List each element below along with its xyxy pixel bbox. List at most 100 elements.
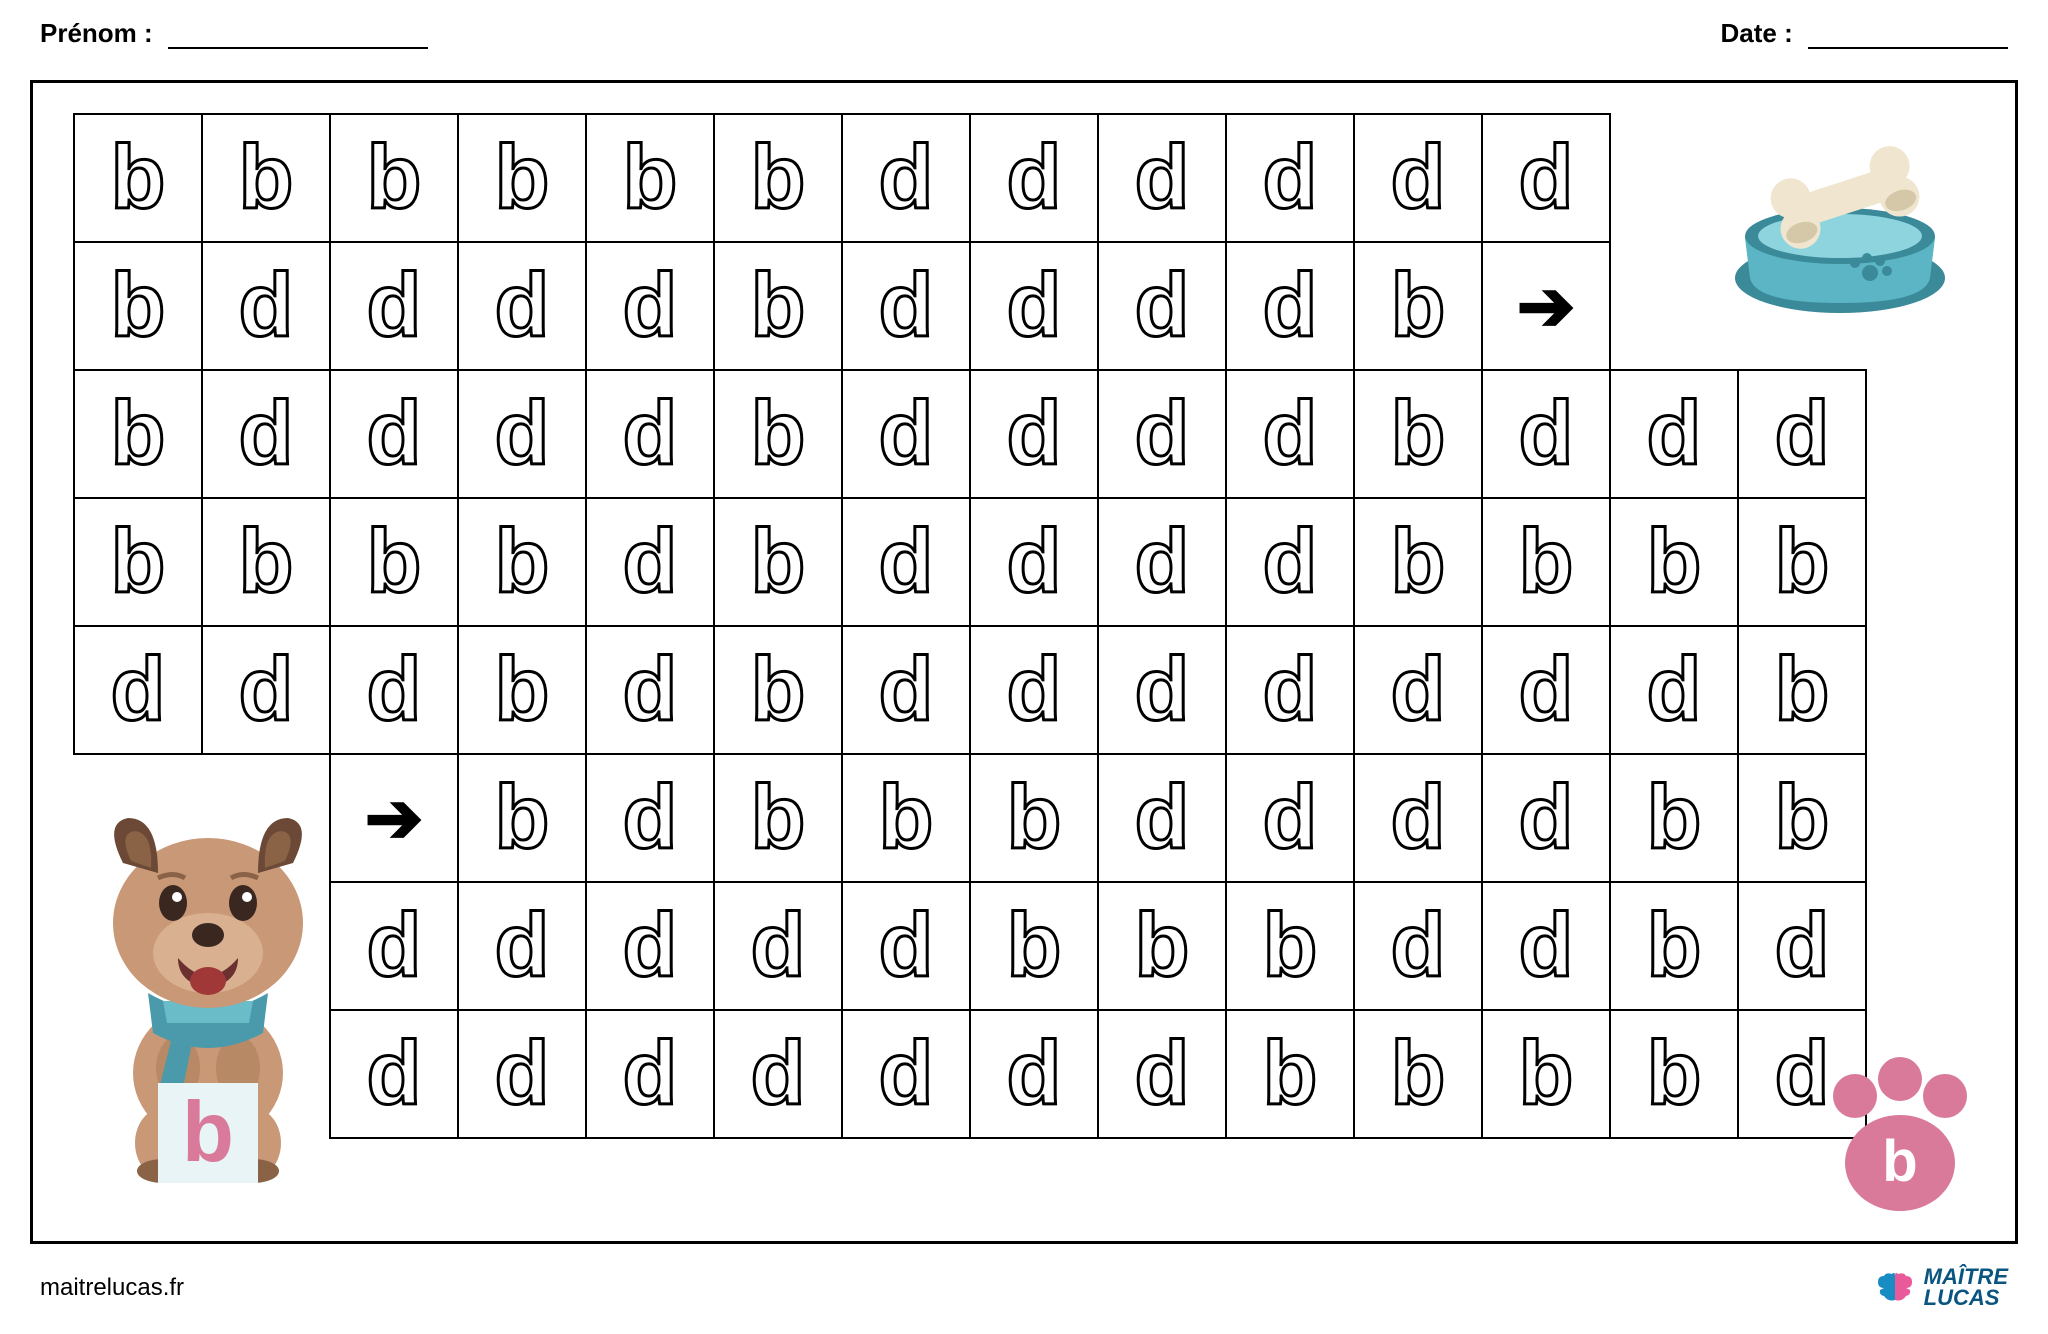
letter-b: b <box>1007 896 1062 996</box>
letter-d: d <box>1519 640 1574 740</box>
letter-cell: b <box>458 114 586 242</box>
letter-d: d <box>879 1024 934 1124</box>
letter-cell: d <box>842 626 970 754</box>
letter-cell: b <box>202 498 330 626</box>
letter-d: d <box>879 128 934 228</box>
letter-cell: b <box>1482 1010 1610 1138</box>
name-input-line[interactable] <box>168 25 428 49</box>
paw-icon: b <box>1815 1051 1985 1221</box>
letter-cell: d <box>1482 882 1610 1010</box>
letter-cell: d <box>586 370 714 498</box>
letter-cell: b <box>1354 498 1482 626</box>
letter-cell: d <box>330 1010 458 1138</box>
letter-cell: b <box>458 626 586 754</box>
letter-cell: b <box>714 626 842 754</box>
letter-cell: d <box>1482 114 1610 242</box>
date-label: Date : <box>1721 18 1793 48</box>
logo-line2: LUCAS <box>1924 1288 2008 1309</box>
letter-cell: d <box>1226 626 1354 754</box>
letter-cell: d <box>714 882 842 1010</box>
letter-d: d <box>1775 896 1830 996</box>
letter-b: b <box>367 128 422 228</box>
letter-cell: d <box>1098 242 1226 370</box>
letter-cell: d <box>330 370 458 498</box>
letter-cell: d <box>1610 626 1738 754</box>
site-url: maitrelucas.fr <box>40 1274 184 1302</box>
letter-cell: b <box>1610 1010 1738 1138</box>
letter-cell: b <box>74 370 202 498</box>
letter-d: d <box>1135 384 1190 484</box>
letter-cell: b <box>1738 626 1866 754</box>
name-field[interactable]: Prénom : <box>40 18 428 49</box>
letter-cell: d <box>970 626 1098 754</box>
letter-d: d <box>239 256 294 356</box>
letter-d: d <box>1135 1024 1190 1124</box>
letter-d: d <box>1263 640 1318 740</box>
svg-text:b: b <box>1882 1129 1917 1194</box>
letter-cell: d <box>458 242 586 370</box>
letter-d: d <box>623 1024 678 1124</box>
letter-cell: d <box>1098 626 1226 754</box>
letter-b: b <box>1775 512 1830 612</box>
letter-cell: d <box>1354 882 1482 1010</box>
letter-cell: d <box>1226 242 1354 370</box>
footer: maitrelucas.fr MAÎTRE LUCAS <box>40 1267 2008 1309</box>
letter-cell: d <box>586 754 714 882</box>
letter-d: d <box>1391 768 1446 868</box>
letter-cell: b <box>74 114 202 242</box>
letter-d: d <box>1647 384 1702 484</box>
date-field[interactable]: Date : <box>1721 18 2008 49</box>
letter-b: b <box>111 512 166 612</box>
date-input-line[interactable] <box>1808 25 2008 49</box>
letter-cell: d <box>1226 754 1354 882</box>
letter-d: d <box>1007 384 1062 484</box>
letter-d: d <box>623 640 678 740</box>
letter-cell: d <box>74 626 202 754</box>
letter-b: b <box>1647 512 1702 612</box>
letter-d: d <box>879 256 934 356</box>
letter-b: b <box>623 128 678 228</box>
letter-d: d <box>1263 256 1318 356</box>
letter-d: d <box>367 384 422 484</box>
letter-d: d <box>623 256 678 356</box>
letter-cell: d <box>1738 370 1866 498</box>
logo: MAÎTRE LUCAS <box>1874 1267 2008 1309</box>
letter-b: b <box>751 512 806 612</box>
letter-cell: d <box>1482 370 1610 498</box>
letter-b: b <box>1263 896 1318 996</box>
target-letter: b <box>182 1084 234 1182</box>
letter-d: d <box>111 640 166 740</box>
letter-b: b <box>751 128 806 228</box>
letter-d: d <box>1519 384 1574 484</box>
letter-cell: d <box>586 626 714 754</box>
letter-cell: b <box>714 754 842 882</box>
letter-b: b <box>1007 768 1062 868</box>
letter-cell: d <box>202 242 330 370</box>
letter-cell: d <box>458 1010 586 1138</box>
letter-d: d <box>879 640 934 740</box>
letter-cell: d <box>458 882 586 1010</box>
letter-cell: b <box>1226 882 1354 1010</box>
letter-d: d <box>1007 256 1062 356</box>
letter-cell: d <box>586 242 714 370</box>
letter-cell: d <box>1482 754 1610 882</box>
letter-cell: b <box>1610 754 1738 882</box>
letter-cell: b <box>842 754 970 882</box>
letter-cell: d <box>970 498 1098 626</box>
letter-b: b <box>495 640 550 740</box>
letter-d: d <box>495 256 550 356</box>
letter-d: d <box>879 384 934 484</box>
letter-b: b <box>495 512 550 612</box>
letter-cell: b <box>458 498 586 626</box>
letter-cell: b <box>1226 1010 1354 1138</box>
letter-cell: d <box>842 370 970 498</box>
brain-icon <box>1874 1270 1916 1306</box>
letter-cell: d <box>1226 498 1354 626</box>
letter-d: d <box>1391 640 1446 740</box>
letter-cell: d <box>1098 498 1226 626</box>
letter-d: d <box>1135 256 1190 356</box>
letter-b: b <box>495 768 550 868</box>
letter-cell: b <box>970 882 1098 1010</box>
dog-bowl-icon <box>1715 123 1965 323</box>
letter-cell: d <box>458 370 586 498</box>
